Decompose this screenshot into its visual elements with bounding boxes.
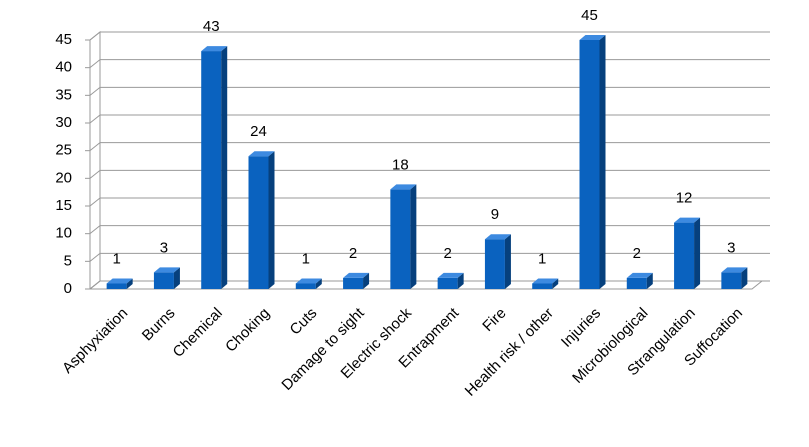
grid-line (89, 280, 770, 290)
value-label: 12 (676, 190, 693, 207)
y-tick-label: 35 (55, 86, 72, 103)
bar (532, 278, 559, 289)
grid-line (89, 252, 770, 262)
y-tick-label: 45 (55, 31, 72, 48)
bar (248, 151, 275, 289)
x-tick-label: Injuries (558, 305, 604, 351)
value-label: 2 (443, 245, 451, 262)
value-label: 1 (302, 250, 310, 267)
value-label: 2 (633, 245, 641, 262)
bar (343, 272, 370, 289)
side-wall (89, 30, 101, 290)
bar (626, 272, 653, 289)
bar (721, 267, 748, 289)
bar (390, 184, 417, 289)
value-label: 43 (203, 18, 220, 35)
y-tick-label: 10 (55, 225, 72, 242)
x-tick-label: Fire (479, 305, 509, 335)
grid-line (89, 59, 770, 69)
y-tick-label: 15 (55, 197, 72, 214)
y-tick-label: 30 (55, 114, 72, 131)
bar (484, 234, 511, 289)
x-tick-label: Cuts (287, 305, 321, 339)
bar (579, 35, 606, 289)
bar (106, 278, 133, 289)
y-tick-label: 20 (55, 169, 72, 186)
grid-line (89, 114, 770, 124)
y-tick-label: 5 (64, 252, 72, 269)
grid-line (89, 197, 770, 207)
grid-line (89, 169, 770, 179)
value-label: 3 (160, 239, 168, 256)
x-tick-label: Chemical (170, 305, 226, 361)
value-label: 18 (392, 156, 409, 173)
bar (295, 278, 322, 289)
x-tick-label: Asphyxiation (59, 305, 131, 377)
bar (153, 267, 180, 289)
floor (88, 280, 764, 290)
bar (674, 217, 701, 289)
value-label: 24 (250, 123, 267, 140)
grid-line (89, 225, 770, 235)
value-label: 45 (581, 7, 598, 24)
y-tick-label: 40 (55, 59, 72, 76)
value-label: 3 (727, 239, 735, 256)
value-label: 1 (112, 250, 120, 267)
x-tick-label: Damage to sight (278, 304, 368, 394)
y-tick-label: 25 (55, 142, 72, 159)
grid-line (89, 142, 770, 152)
y-tick-label: 0 (64, 280, 72, 297)
value-label: 2 (349, 245, 357, 262)
x-tick-label: Burns (139, 305, 179, 345)
value-label: 1 (538, 250, 546, 267)
x-tick-label: Choking (222, 305, 273, 356)
value-label: 9 (491, 206, 499, 223)
bar (201, 46, 228, 289)
grid-line (89, 86, 770, 96)
grid-line (89, 31, 770, 41)
bar (437, 272, 464, 289)
x-tick-label: Health risk / other (462, 305, 557, 400)
